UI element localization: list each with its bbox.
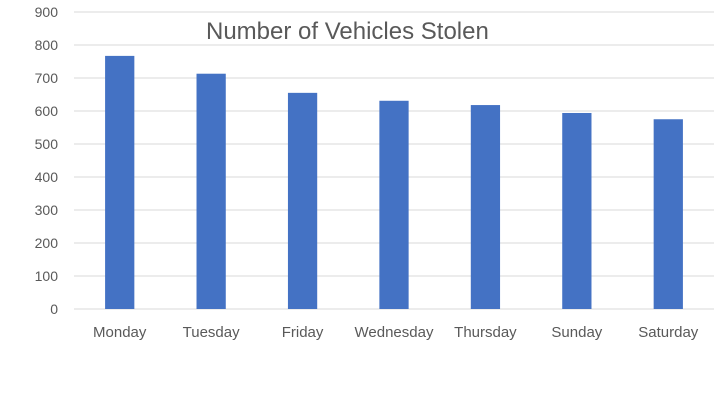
y-tick-label: 600: [35, 103, 59, 119]
bar-tuesday: [196, 73, 226, 310]
x-axis-ticks: Monday Tuesday Friday Wednesday Thursday Sund…: [93, 324, 699, 341]
x-tick-label-wednesday: Wednesday: [355, 324, 434, 341]
y-tick-label: 0: [50, 301, 58, 317]
y-tick-label: 700: [35, 70, 59, 86]
bars: [105, 55, 683, 310]
x-tick-label-tuesday: Tuesday: [183, 324, 240, 341]
y-tick-label: 400: [35, 169, 59, 185]
x-tick-label-thursday: Thursday: [454, 324, 517, 341]
y-tick-label: 200: [35, 235, 59, 251]
y-axis-ticks: 0 100 200 300 400 500 600 700 800 900: [35, 4, 59, 317]
y-tick-label: 500: [35, 136, 59, 152]
chart-title: Number of Vehicles Stolen: [206, 18, 489, 45]
y-tick-label: 900: [35, 4, 59, 20]
x-tick-label-monday: Monday: [93, 324, 147, 341]
bar-monday: [105, 55, 135, 309]
x-tick-label-friday: Friday: [282, 324, 324, 341]
bar-thursday: [470, 105, 501, 309]
bar-saturday: [653, 119, 683, 309]
x-tick-label-saturday: Saturday: [638, 324, 699, 341]
y-tick-label: 800: [35, 37, 59, 53]
y-tick-label: 300: [35, 202, 59, 218]
bar-sunday: [562, 112, 592, 309]
bar-wednesday: [379, 100, 409, 310]
y-tick-label: 100: [35, 268, 59, 284]
bar-friday: [287, 92, 318, 309]
x-tick-label-sunday: Sunday: [551, 324, 602, 341]
